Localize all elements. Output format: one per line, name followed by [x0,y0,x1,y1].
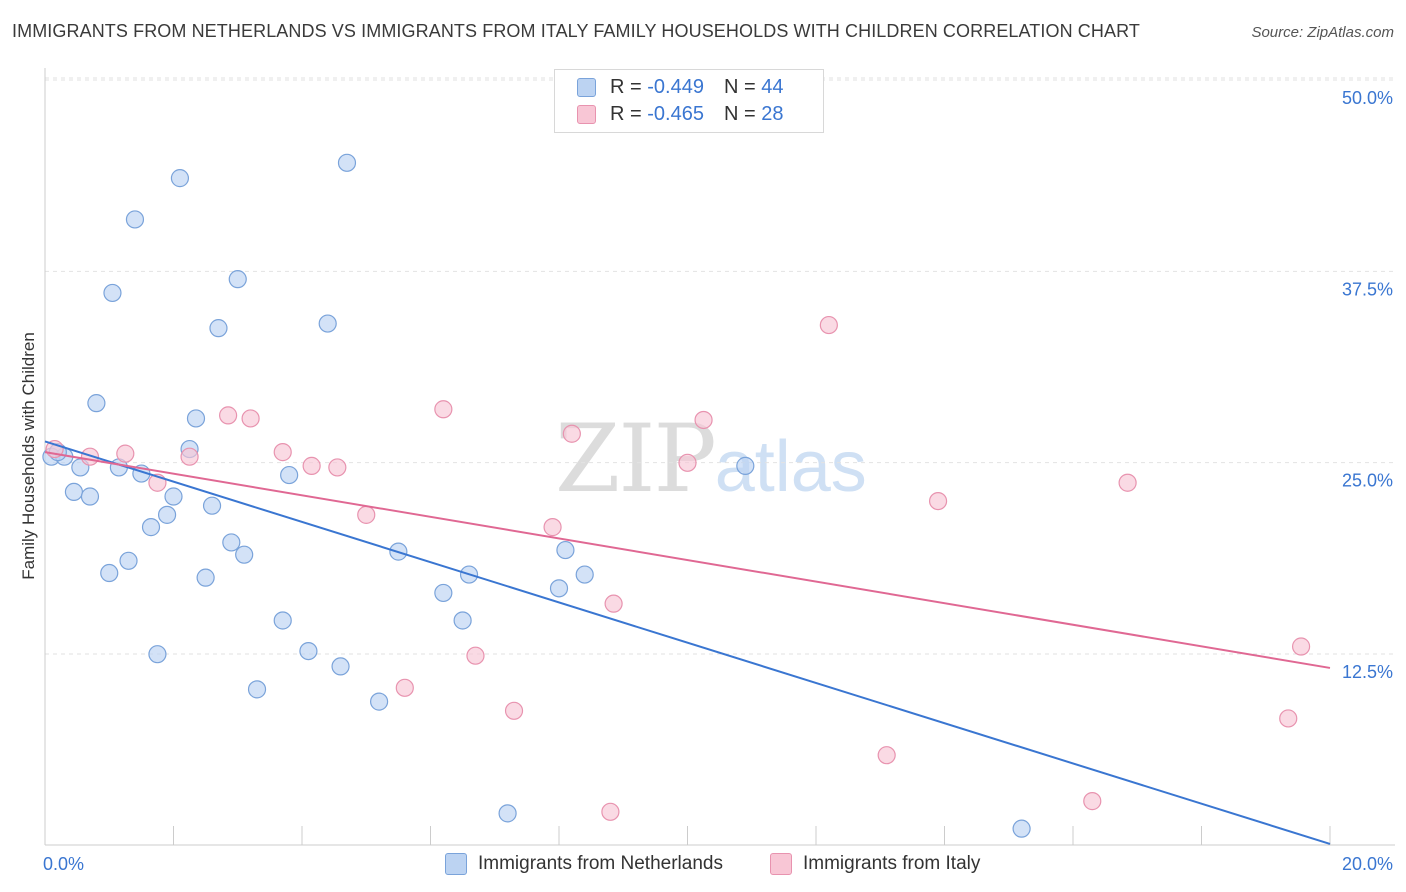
netherlands-point [119,551,138,570]
netherlands-point [141,518,161,537]
netherlands-point [80,487,100,506]
italy-point [601,802,620,821]
netherlands-point [337,153,357,172]
bottom-legend-netherlands: Immigrants from Netherlands [445,852,723,876]
netherlands-point [164,487,183,506]
italy-point [328,458,347,477]
zipatlas-watermark: ZIPatlas [555,405,867,514]
netherlands-point [87,394,106,413]
legend-row-netherlands: R = -0.449 N = 44 [577,75,783,99]
italy-point [1118,473,1137,492]
y-tick-label: 37.5% [1342,279,1393,299]
netherlands-trend-line [44,440,1331,845]
italy-point [357,505,376,524]
netherlands-point [103,283,122,303]
netherlands-point [228,270,247,289]
italy-point [543,518,562,537]
x-tick-label: 20.0% [1342,854,1393,874]
chart-title: IMMIGRANTS FROM NETHERLANDS VS IMMIGRANT… [12,21,1140,41]
legend-n-value: 28 [761,102,784,125]
netherlands-point [453,611,472,630]
italy-point [928,491,948,511]
italy-point [219,406,238,425]
netherlands-point [434,583,453,603]
netherlands-point [318,314,337,333]
netherlands-point [170,169,190,188]
italy-point [604,594,623,613]
netherlands-point [273,611,292,630]
y-tick-label: 50.0% [1342,88,1393,108]
italy-swatch [577,104,596,124]
italy-point [180,447,199,466]
y-tick-label: 12.5% [1342,662,1393,682]
netherlands-point [736,456,755,475]
netherlands-point [100,563,119,583]
netherlands-point [299,642,318,661]
italy-point [504,701,524,720]
netherlands-point [64,482,84,502]
netherlands-point [202,496,222,515]
netherlands-point [556,540,575,560]
correlation-legend: R = -0.449 N = 44 R = -0.465 N = 28 [554,69,824,133]
y-axis-label: Family Households with Children [19,332,38,580]
italy-legend-swatch [770,853,792,875]
legend-row-italy: R = -0.465 N = 28 [577,102,783,126]
netherlands-point [196,568,215,587]
netherlands-point [498,804,517,823]
legend-n-value: 44 [761,75,784,98]
netherlands-swatch [577,77,596,97]
netherlands-point [1012,819,1031,838]
italy-trend-line [44,451,1331,669]
italy-point [302,456,321,475]
italy-point [434,400,453,419]
legend-r-label: R = [610,75,642,98]
italy-point [466,646,485,665]
italy-point [694,410,713,430]
legend-r-value: -0.465 [647,102,704,125]
netherlands-point [235,545,254,564]
netherlands-point [157,505,177,524]
netherlands-point [247,680,267,699]
netherlands-point [222,533,241,552]
x-tick-label: 0.0% [43,854,84,874]
legend-n-label: N = [723,102,756,125]
italy-point [116,444,135,463]
italy-point [241,409,260,428]
italy-point [819,315,838,335]
netherlands-point [575,565,594,584]
netherlands-point [280,465,299,485]
italy-point [1291,637,1311,656]
y-tick-label: 25.0% [1342,471,1393,491]
italy-point [1279,709,1298,728]
italy-point [877,746,896,765]
italy-point [273,443,292,462]
netherlands-legend-swatch [445,853,467,875]
netherlands-point [148,645,167,664]
netherlands-point [186,409,206,428]
bottom-legend-italy: Immigrants from Italy [770,852,980,876]
netherlands-legend-label: Immigrants from Netherlands [478,853,723,874]
italy-point [395,678,414,697]
legend-r-value: -0.449 [647,75,704,98]
legend-r-label: R = [610,102,642,125]
netherlands-point [370,692,389,711]
italy-point [1083,792,1102,811]
source-label: Source: ZipAtlas.com [1251,24,1394,41]
italy-point [678,453,697,472]
netherlands-point [331,657,350,676]
netherlands-point [125,210,145,229]
legend-n-label: N = [723,75,756,98]
italy-legend-label: Immigrants from Italy [803,853,981,874]
netherlands-point [209,319,228,338]
netherlands-point [549,579,569,598]
italy-point [562,424,581,443]
